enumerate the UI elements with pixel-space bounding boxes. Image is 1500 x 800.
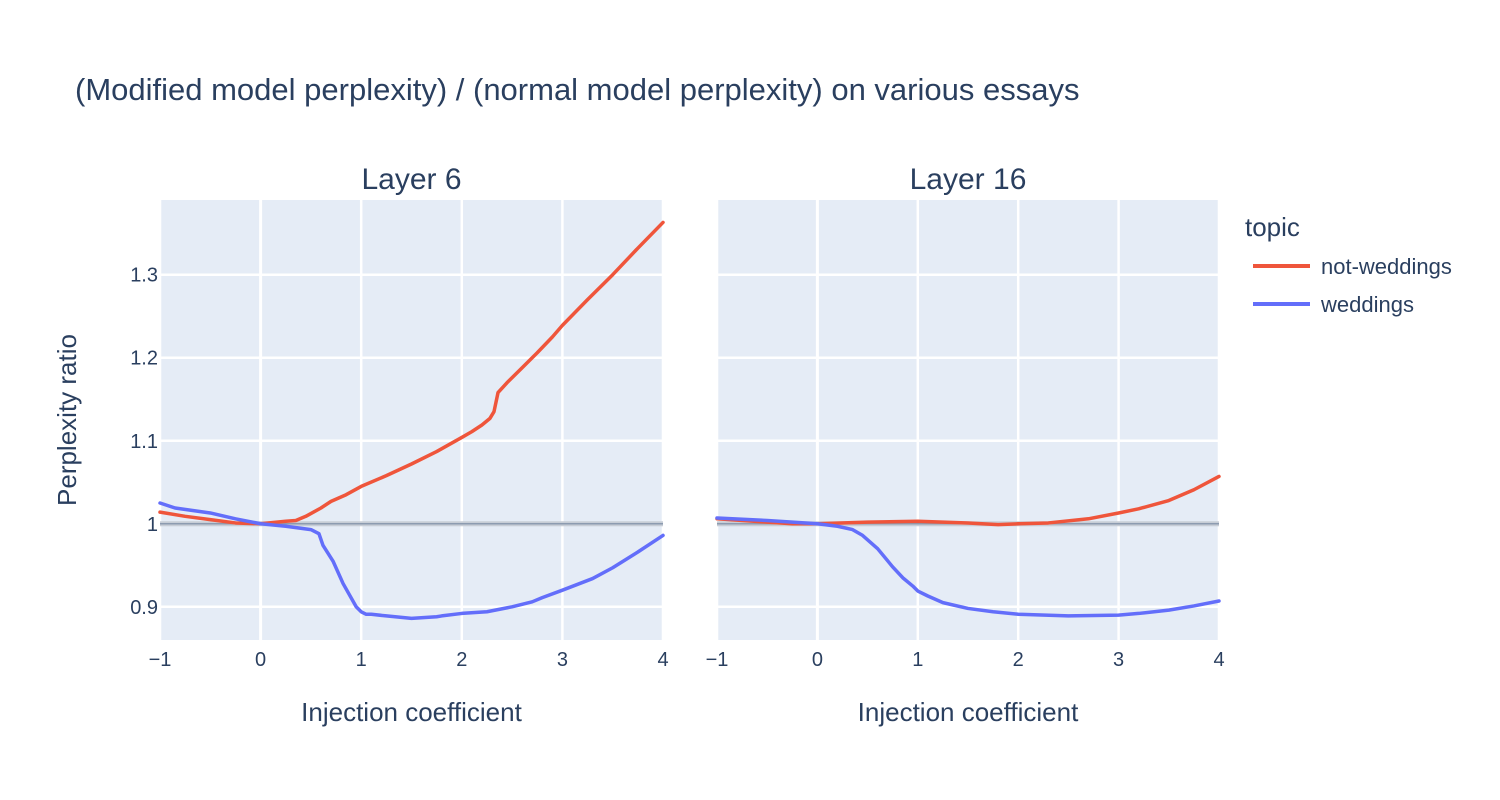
panel-title: Layer 16 xyxy=(910,163,1027,196)
x-axis-title: Injection coefficient xyxy=(858,697,1079,727)
panels-layer: Layer 6 −1 0 1 2 3 4 Injection coefficient 0.9 1 1… xyxy=(130,163,1224,727)
y-tick-label: 1.3 xyxy=(130,265,158,287)
series-line-weddings xyxy=(715,516,1221,618)
x-tick-label: 1 xyxy=(356,649,367,671)
x-tick-label: 3 xyxy=(557,649,568,671)
x-tick-label: 3 xyxy=(1113,649,1124,671)
legend-label: not-weddings xyxy=(1321,254,1452,279)
x-tick-label: 2 xyxy=(456,649,467,671)
x-tick-label: 4 xyxy=(657,649,668,671)
x-tick-label: −1 xyxy=(706,649,729,671)
series-line-weddings xyxy=(158,501,665,621)
series-line-not-weddings xyxy=(158,220,665,526)
panel-1: Layer 6 −1 0 1 2 3 4 Injection coefficient 0.9 1 1… xyxy=(130,163,668,727)
y-tick-label: 1.1 xyxy=(130,431,158,453)
legend-label: weddings xyxy=(1320,292,1414,317)
x-axis-title: Injection coefficient xyxy=(301,697,522,727)
plot-background xyxy=(160,200,663,640)
x-tick-label: 0 xyxy=(812,649,823,671)
y-tick-label: 1 xyxy=(147,514,158,536)
y-tick-label: 1.2 xyxy=(130,348,158,370)
y-axis-title: Perplexity ratio xyxy=(52,334,82,506)
plot-background xyxy=(717,200,1219,640)
x-tick-label: 4 xyxy=(1213,649,1224,671)
panel-title: Layer 6 xyxy=(361,163,461,196)
x-tick-label: −1 xyxy=(149,649,172,671)
legend-item-weddings[interactable]: weddings xyxy=(1253,292,1414,317)
x-tick-label: 0 xyxy=(255,649,266,671)
legend-item-not-weddings[interactable]: not-weddings xyxy=(1253,254,1452,279)
chart-title: (Modified model perplexity) / (normal mo… xyxy=(75,72,1079,107)
legend-title: topic xyxy=(1245,212,1300,242)
y-tick-label: 0.9 xyxy=(130,597,158,619)
panel-2: Layer 16 −1 0 1 2 3 4 Injection coefficient xyxy=(706,163,1225,727)
x-tick-label: 2 xyxy=(1013,649,1024,671)
x-tick-label: 1 xyxy=(912,649,923,671)
legend: topic not-weddings weddings xyxy=(1245,212,1452,317)
